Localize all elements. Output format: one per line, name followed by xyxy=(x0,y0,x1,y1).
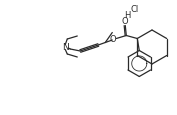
Text: N: N xyxy=(62,43,69,52)
Text: H: H xyxy=(124,10,130,19)
Text: Cl: Cl xyxy=(131,4,139,13)
Text: O: O xyxy=(109,34,116,43)
Text: O: O xyxy=(122,17,129,26)
